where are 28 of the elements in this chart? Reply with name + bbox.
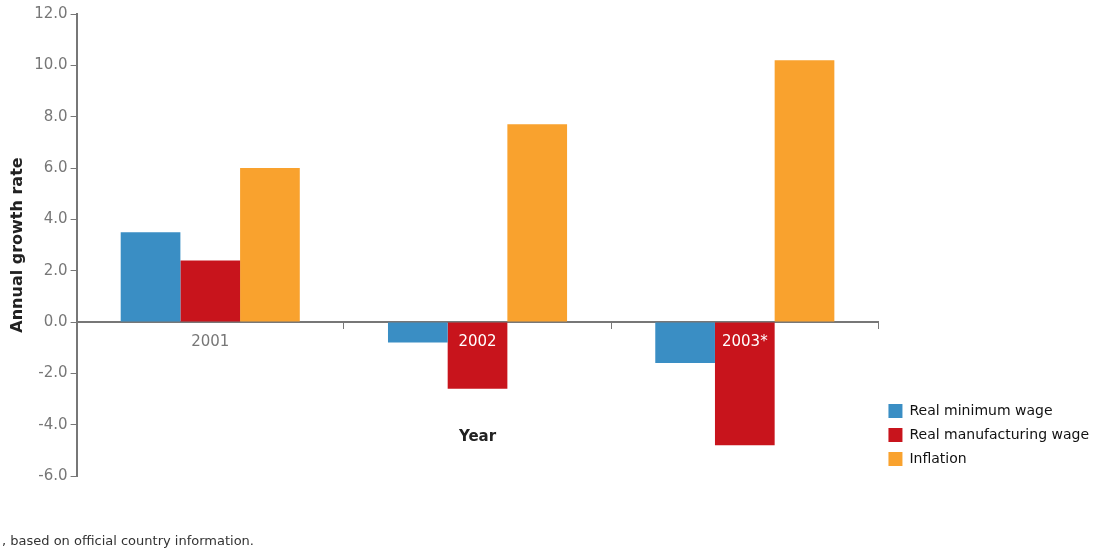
- bar: [180, 260, 241, 322]
- legend-label: Real minimum wage: [909, 401, 1053, 418]
- bar: [240, 168, 300, 322]
- y-tick-label: -2.0: [38, 363, 68, 382]
- text: , based on official country information.: [2, 532, 254, 548]
- x-tick-label: 2001: [191, 331, 230, 350]
- legend-label: Inflation: [909, 449, 967, 466]
- y-tick-label: -6.0: [38, 465, 68, 484]
- legend-label: Real manufacturing wage: [909, 425, 1089, 442]
- bar: [655, 322, 715, 364]
- y-axis-title: Annual growth rate: [6, 157, 26, 333]
- y-tick-label: -4.0: [38, 414, 68, 433]
- y-tick-label: 6.0: [43, 157, 68, 176]
- bar: [387, 322, 448, 343]
- y-tick-label: 8.0: [43, 106, 68, 125]
- y-tick-label: 4.0: [43, 209, 68, 228]
- x-tick-label: 2003*: [721, 331, 769, 350]
- y-tick-label: 10.0: [34, 55, 68, 74]
- y-tick-label: 0.0: [43, 311, 68, 330]
- bar: [774, 60, 835, 322]
- x-axis-title: Year: [457, 427, 497, 446]
- bar: [447, 322, 508, 389]
- x-tick-label: 2002: [458, 331, 497, 350]
- y-tick-label: 12.0: [34, 3, 68, 22]
- bar: [507, 124, 568, 322]
- bar: [714, 322, 775, 446]
- bar: [120, 232, 181, 322]
- y-tick-label: 2.0: [43, 260, 68, 279]
